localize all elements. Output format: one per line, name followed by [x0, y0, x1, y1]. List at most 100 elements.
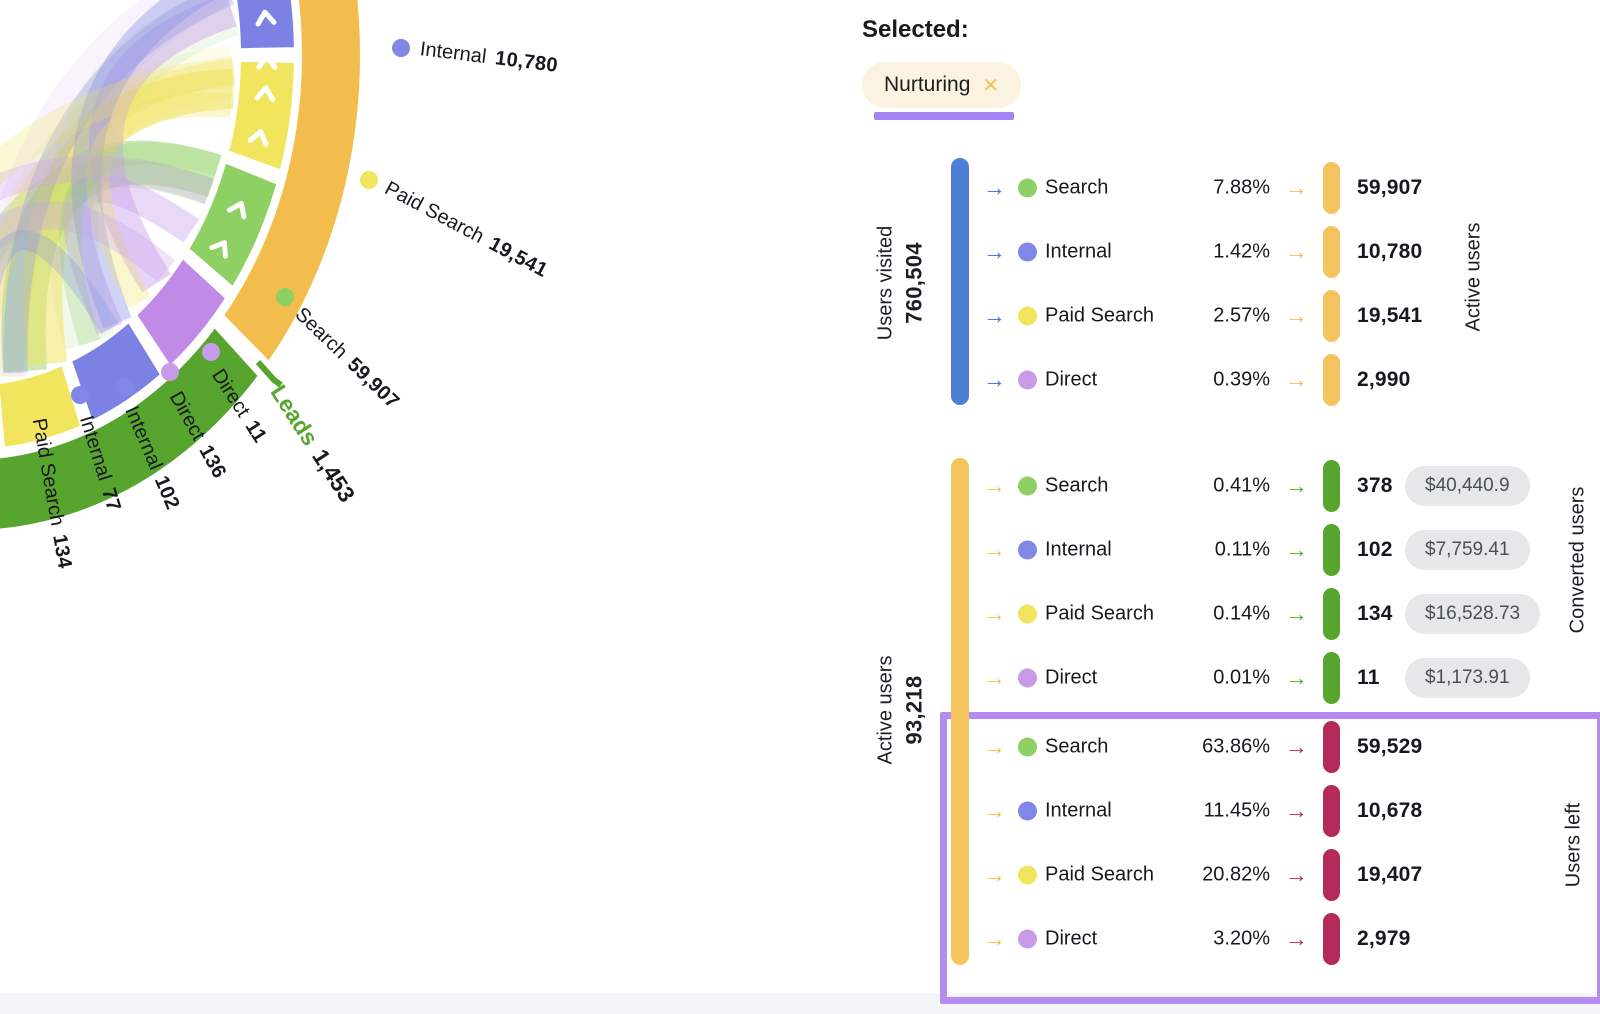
outer-arc-leads	[0, 328, 258, 529]
channel-label: Paid Search	[1045, 602, 1154, 625]
channel-label: Internal	[1045, 240, 1112, 263]
channel-dot	[1018, 865, 1037, 885]
revenue-pill: $1,173.91	[1405, 658, 1530, 698]
target-bar-segment[interactable]	[1323, 354, 1340, 406]
ring-segment-paid-search	[227, 59, 296, 172]
outer-arc-active-users	[224, 0, 360, 361]
target-arrow-icon: →	[1285, 472, 1308, 499]
channel-dot	[1018, 242, 1037, 262]
percent-value: 0.39%	[1213, 368, 1270, 391]
target-arrow-icon: →	[1285, 797, 1308, 824]
channel-dot	[1018, 929, 1037, 949]
flow-row-stage1-search[interactable]: → Search 7.88% → 59,907	[0, 156, 1600, 220]
ring-segment-direct	[134, 256, 228, 368]
flow-direction-chevron-icons	[209, 9, 278, 259]
target-bar-segment[interactable]	[1323, 785, 1340, 837]
chord-diagram[interactable]	[0, 0, 820, 620]
channel-dot	[1018, 476, 1037, 496]
percent-value: 20.82%	[1202, 863, 1270, 886]
target-bar-segment[interactable]	[1323, 913, 1340, 965]
flow-row-stage2-search[interactable]: → Search 0.41% → 378 $40,440.9	[0, 454, 1600, 518]
target-arrow-icon: →	[1285, 238, 1308, 265]
channel-dot	[1018, 668, 1037, 688]
selected-chip-nurturing[interactable]: Nurturing ✕	[862, 62, 1022, 108]
source-arrow-icon: →	[983, 366, 1006, 393]
channel-dot	[116, 378, 134, 396]
ring-segment-paid-search-2	[0, 363, 83, 449]
target-bar-segment[interactable]	[1323, 721, 1340, 773]
source-arrow-icon: →	[983, 238, 1006, 265]
target-bar-segment[interactable]	[1323, 226, 1340, 278]
target-arrow-icon: →	[1285, 861, 1308, 888]
users-visited-bar[interactable]	[951, 158, 969, 405]
channel-dot	[1018, 178, 1037, 198]
flow-row-stage3-paid-search[interactable]: → Paid Search 20.82% → 19,407	[0, 843, 1600, 907]
count-value: 10,780	[1357, 240, 1423, 263]
channel-dot	[360, 171, 378, 189]
flow-row-stage3-search[interactable]: → Search 63.86% → 59,529	[0, 715, 1600, 779]
channel-label: Search	[1045, 474, 1109, 497]
source-arrow-icon: →	[983, 600, 1006, 627]
channel-label: Internal	[1045, 799, 1112, 822]
chip-close-icon[interactable]: ✕	[982, 74, 1000, 97]
active-users-bar[interactable]	[951, 458, 969, 965]
target-bar-segment[interactable]	[1323, 849, 1340, 901]
channel-label: Direct	[1045, 368, 1098, 391]
channel-dot	[202, 343, 220, 361]
revenue-pill: $40,440.9	[1405, 466, 1530, 506]
percent-value: 0.01%	[1213, 666, 1270, 689]
count-value: 11	[1357, 666, 1380, 689]
leads-connector-line	[255, 360, 283, 388]
ring-segment-internal	[235, 0, 296, 51]
channel-dot	[1018, 540, 1037, 560]
count-value: 134	[1357, 602, 1393, 625]
flow-row-stage2-paid-search[interactable]: → Paid Search 0.14% → 134 $16,528.73	[0, 582, 1600, 646]
channel-dot	[276, 288, 294, 306]
target-bar-segment[interactable]	[1323, 162, 1340, 214]
count-value: 2,979	[1357, 927, 1411, 950]
source-arrow-icon: →	[983, 861, 1006, 888]
flow-row-stage3-direct[interactable]: → Direct 3.20% → 2,979	[0, 907, 1600, 971]
channel-label: Search	[1045, 735, 1109, 758]
flow-row-stage2-direct[interactable]: → Direct 0.01% → 11 $1,173.91	[0, 646, 1600, 710]
channel-label: Direct	[1045, 666, 1098, 689]
ring-segment-internal-2	[69, 320, 163, 423]
target-bar-segment[interactable]	[1323, 460, 1340, 512]
source-arrow-icon: →	[983, 302, 1006, 329]
channel-dot	[1018, 306, 1037, 326]
percent-value: 11.45%	[1203, 799, 1270, 822]
chip-active-underline	[874, 112, 1014, 120]
channel-dot	[1018, 604, 1037, 624]
users-left-highlight-box	[940, 712, 1600, 1004]
flow-row-stage1-paid-search[interactable]: → Paid Search 2.57% → 19,541	[0, 284, 1600, 348]
target-bar-segment[interactable]	[1323, 652, 1340, 704]
source-arrow-icon: →	[983, 174, 1006, 201]
channel-dot	[1018, 801, 1037, 821]
channel-dot	[161, 363, 179, 381]
target-bar-segment[interactable]	[1323, 290, 1340, 342]
target-arrow-icon: →	[1285, 366, 1308, 393]
source-arrow-icon: →	[983, 925, 1006, 952]
channel-label: Paid Search	[1045, 863, 1154, 886]
count-value: 102	[1357, 538, 1393, 561]
target-bar-segment[interactable]	[1323, 588, 1340, 640]
count-value: 19,541	[1357, 304, 1423, 327]
percent-value: 1.42%	[1213, 240, 1270, 263]
flow-row-stage2-internal[interactable]: → Internal 0.11% → 102 $7,759.41	[0, 518, 1600, 582]
flow-row-stage1-direct[interactable]: → Direct 0.39% → 2,990	[0, 348, 1600, 412]
percent-value: 63.86%	[1202, 735, 1270, 758]
count-value: 59,529	[1357, 735, 1423, 758]
count-value: 59,907	[1357, 176, 1423, 199]
channel-label: Search	[1045, 176, 1109, 199]
count-value: 378	[1357, 474, 1393, 497]
flow-row-stage1-internal[interactable]: → Internal 1.42% → 10,780	[0, 220, 1600, 284]
target-arrow-icon: →	[1285, 174, 1308, 201]
target-arrow-icon: →	[1285, 302, 1308, 329]
target-bar-segment[interactable]	[1323, 524, 1340, 576]
ring-segment-search	[187, 161, 279, 289]
count-value: 2,990	[1357, 368, 1411, 391]
target-arrow-icon: →	[1285, 664, 1308, 691]
channel-dot	[1018, 737, 1037, 757]
flow-row-stage3-internal[interactable]: → Internal 11.45% → 10,678	[0, 779, 1600, 843]
percent-value: 7.88%	[1213, 176, 1270, 199]
